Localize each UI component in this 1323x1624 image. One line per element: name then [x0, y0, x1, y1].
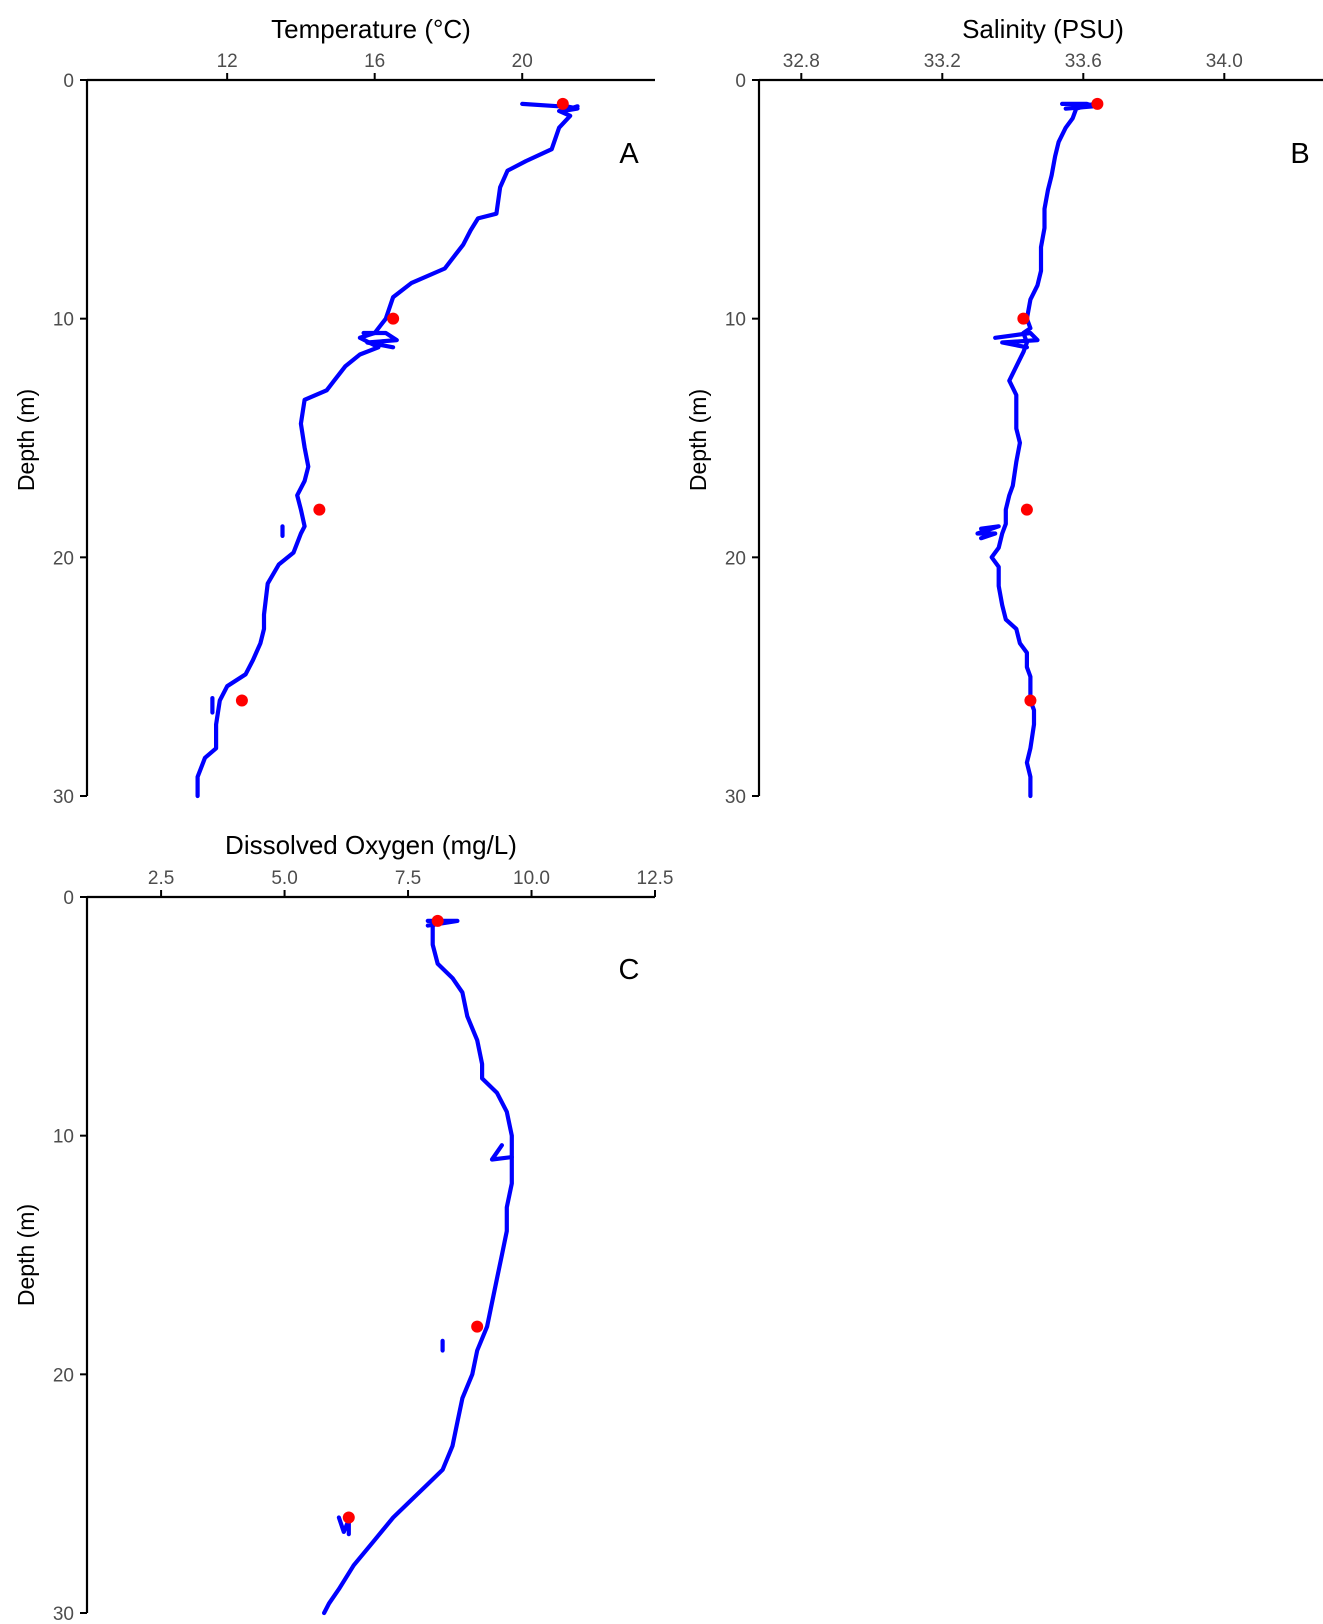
dissolved-oxygen-y-tick-label: 10 — [53, 1127, 74, 1148]
salinity-sample-point — [1091, 97, 1104, 110]
salinity-cast-artifact-line — [1060, 101, 1096, 111]
dissolved-oxygen-sample-point — [342, 1511, 355, 1524]
dissolved-oxygen-sample-point — [431, 914, 444, 927]
temperature-cast-artifact-line — [361, 330, 399, 350]
temperature-y-tick-label: 20 — [53, 548, 74, 569]
temperature-y-axis-label: Depth (m) — [13, 389, 39, 491]
dissolved-oxygen-x-tick-label: 5.0 — [271, 868, 297, 889]
temperature-x-tick-label: 12 — [217, 51, 238, 72]
dissolved-oxygen-y-tick-label: 20 — [53, 1365, 74, 1386]
salinity-x-tick-label: 33.6 — [1065, 51, 1102, 72]
salinity-panel-label: B — [1290, 138, 1309, 170]
dissolved-oxygen-panel: Dissolved Oxygen (mg/L) Depth (m) C 2.5 5… — [13, 830, 673, 1624]
temperature-y-tick-label: 10 — [53, 310, 74, 331]
dissolved-oxygen-x-tick-label: 2.5 — [148, 868, 174, 889]
temperature-y-tick-label: 0 — [63, 71, 74, 92]
dissolved-oxygen-y-axis-label: Depth (m) — [13, 1204, 39, 1306]
salinity-y-tick-label: 30 — [725, 787, 746, 808]
temperature-sample-point — [556, 97, 569, 110]
dissolved-oxygen-y-tick-label: 0 — [63, 888, 74, 909]
salinity-x-tick-label: 33.2 — [924, 51, 961, 72]
salinity-cast-artifact-line — [993, 330, 1040, 350]
salinity-sample-point — [1020, 503, 1033, 516]
salinity-sample-point — [1017, 312, 1030, 325]
dissolved-oxygen-panel-label: C — [619, 954, 640, 986]
temperature-x-tick-label: 16 — [364, 51, 385, 72]
salinity-title: Salinity (PSU) — [962, 14, 1124, 44]
dissolved-oxygen-title: Dissolved Oxygen (mg/L) — [225, 830, 517, 860]
temperature-profile-line — [195, 104, 580, 799]
temperature-y-tick-label: 30 — [53, 787, 74, 808]
dissolved-oxygen-profile-line — [322, 918, 514, 1616]
temperature-panel: Temperature (°C) Depth (m) A 12 16 20 0 10 20… — [13, 14, 655, 808]
dissolved-oxygen-y-tick-label: 30 — [53, 1604, 74, 1624]
dissolved-oxygen-x-tick-label: 12.5 — [637, 868, 674, 889]
temperature-x-tick-label: 20 — [512, 51, 533, 72]
salinity-cast-artifact-line — [975, 524, 1001, 541]
salinity-y-tick-label: 10 — [725, 310, 746, 331]
salinity-y-tick-label: 20 — [725, 548, 746, 569]
dissolved-oxygen-sample-point — [471, 1320, 484, 1333]
dissolved-oxygen-x-tick-label: 10.0 — [513, 868, 550, 889]
salinity-x-tick-label: 32.8 — [783, 51, 820, 72]
temperature-sample-point — [235, 694, 248, 707]
dissolved-oxygen-x-tick-label: 7.5 — [395, 868, 421, 889]
dissolved-oxygen-cast-artifact-line — [336, 1515, 351, 1537]
salinity-y-axis-label: Depth (m) — [685, 389, 711, 491]
salinity-sample-point — [1024, 694, 1037, 707]
temperature-title: Temperature (°C) — [271, 14, 471, 44]
temperature-sample-point — [313, 503, 326, 516]
salinity-y-tick-label: 0 — [735, 71, 746, 92]
salinity-x-tick-label: 34.0 — [1206, 51, 1243, 72]
temperature-sample-point — [387, 312, 400, 325]
salinity-profile-line — [989, 101, 1096, 799]
dissolved-oxygen-cast-artifact-line — [489, 1143, 514, 1162]
temperature-panel-label: A — [619, 138, 639, 170]
salinity-panel: Salinity (PSU) Depth (m) B 32.8 33.2 33.6 3… — [685, 14, 1323, 808]
